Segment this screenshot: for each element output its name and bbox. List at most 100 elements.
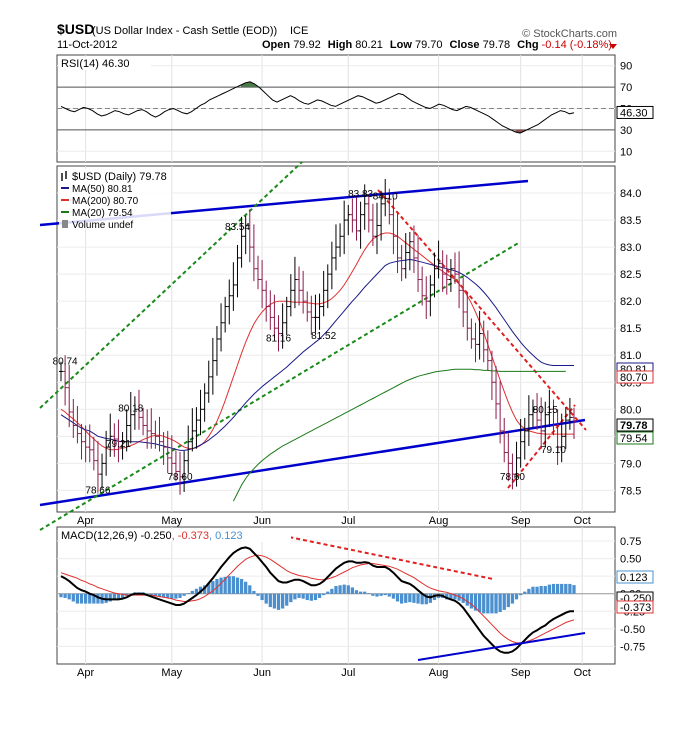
- macd-histogram-bar: [379, 593, 383, 596]
- macd-histogram-bar: [145, 593, 149, 595]
- macd-histogram-bar: [449, 593, 453, 600]
- macd-histogram-bar: [342, 584, 346, 594]
- price-annotation-0: 80.74: [53, 356, 78, 367]
- macd-month-label-2: Jun: [253, 667, 271, 679]
- price-month-label-5: Sep: [511, 515, 531, 527]
- macd-histogram-bar: [523, 591, 527, 594]
- price-value-box-2: [616, 418, 654, 432]
- macd-month-label-0: Apr: [77, 667, 94, 679]
- price-tick-label-6: 81.5: [620, 323, 641, 335]
- macd-histogram-bar: [170, 593, 174, 599]
- price-annotation-1: 80.18: [118, 404, 143, 415]
- rsi-label: RSI(14) 46.30: [61, 58, 129, 70]
- price-month-label-6: Oct: [574, 515, 591, 527]
- macd-right-label-0: 0.123: [620, 572, 648, 584]
- macd-histogram-bar: [535, 586, 539, 594]
- ma200-line: [60, 232, 574, 451]
- macd-histogram-bar: [408, 593, 412, 603]
- rsi-tick-label-3: 70: [620, 82, 632, 94]
- low-value: 79.70: [415, 39, 443, 51]
- red-downtrend-line: [377, 189, 587, 431]
- macd-histogram-bar: [215, 578, 219, 594]
- chg-value: -0.14 (-0.18%): [542, 39, 612, 51]
- price-legend-entry-2: MA(200) 80.70: [72, 196, 139, 207]
- price-annotation-8: 83.83: [348, 189, 373, 200]
- macd-histogram-bar: [268, 593, 272, 608]
- price-annotation-9: 84.10: [373, 192, 398, 203]
- macd-histogram-bar: [424, 593, 428, 605]
- price-tick-label-3: 80.0: [620, 404, 641, 416]
- low-label: Low: [390, 39, 412, 51]
- macd-histogram-bar: [289, 593, 293, 603]
- price-month-label-4: Aug: [429, 515, 449, 527]
- upper-green-trendline: [39, 161, 303, 409]
- macd-histogram-bar: [219, 577, 223, 594]
- price-tick-label-5: 81.0: [620, 350, 641, 362]
- macd-histogram-bar: [272, 593, 277, 609]
- macd-histogram-bar: [547, 584, 552, 594]
- chg-label: Chg: [517, 39, 538, 51]
- price-tick-label-9: 83.0: [620, 242, 641, 254]
- macd-histogram-bar: [260, 593, 264, 601]
- close-label: Close: [450, 39, 480, 51]
- rsi-tick-label-4: 90: [620, 61, 632, 73]
- lower-green-trendline: [39, 241, 521, 531]
- macd-histogram-bar: [322, 593, 326, 596]
- macd-histogram-bar: [211, 581, 215, 594]
- price-panel: 78.579.079.580.080.581.081.582.082.583.0…: [39, 161, 654, 531]
- macd-histogram-bar: [564, 583, 568, 594]
- macd-histogram-bar: [531, 586, 535, 594]
- macd-histogram-bar: [543, 586, 547, 594]
- macd-histogram-bar: [568, 583, 572, 594]
- macd-histogram-bar: [157, 593, 162, 597]
- macd-histogram-bar: [519, 593, 523, 596]
- macd-histogram-bar: [482, 593, 486, 614]
- macd-histogram-bar: [161, 593, 166, 598]
- macd-label: MACD(12,26,9) -0.250, -0.373, 0.123: [61, 530, 243, 542]
- macd-histogram-bar: [96, 593, 100, 604]
- price-annotation-5: 83.54: [225, 222, 250, 233]
- macd-histogram-bar: [404, 593, 408, 603]
- price-right-label-2: 79.78: [620, 420, 648, 432]
- chart-date: 11-Oct-2012: [57, 39, 117, 51]
- macd-histogram-bar: [539, 586, 543, 594]
- macd-tick-label-0: -0.75: [620, 641, 645, 653]
- macd-histogram-bar: [560, 583, 564, 594]
- macd-histogram-bar: [67, 593, 71, 600]
- macd-label-part-1: , -0.373: [172, 530, 209, 542]
- macd-histogram-bar: [313, 593, 318, 601]
- macd-histogram-bar: [473, 593, 478, 611]
- macd-histogram-bar: [280, 593, 285, 609]
- macd-histogram-bar: [391, 593, 396, 599]
- macd-histogram-bar: [129, 593, 133, 595]
- macd-histogram-bar: [276, 593, 281, 610]
- macd-right-label-2: -0.373: [620, 602, 651, 614]
- price-value-box-1: [616, 370, 654, 384]
- macd-histogram-bar: [457, 593, 461, 601]
- price-tick-label-0: 78.5: [620, 485, 641, 497]
- price-legend-entry-3: MA(20) 79.54: [72, 208, 133, 219]
- price-month-label-0: Apr: [77, 515, 94, 527]
- macd-histogram-bar: [346, 585, 350, 594]
- open-label: Open: [262, 39, 290, 51]
- price-legend-entry-0: $USD (Daily) 79.78: [72, 171, 167, 183]
- macd-histogram-bar: [223, 576, 227, 594]
- macd-histogram-bar: [477, 593, 482, 613]
- red-rising-wedge-line: [507, 404, 576, 489]
- macd-histogram-bar: [395, 593, 400, 602]
- macd-histogram-bar: [465, 593, 469, 606]
- macd-histogram-bar: [83, 593, 88, 604]
- rsi-value-box: [616, 105, 654, 119]
- macd-histogram-bar: [363, 591, 367, 594]
- price-legend-entry-1: MA(50) 80.81: [72, 184, 133, 195]
- macd-histogram-bar: [252, 590, 256, 594]
- macd-label-part-2: , 0.123: [209, 530, 243, 542]
- macd-histogram-bar: [92, 593, 96, 604]
- macd-red-trendline: [254, 529, 494, 580]
- macd-histogram-bar: [174, 593, 178, 599]
- macd-panel: -0.75-0.50-0.250.000.250.500.75MACD(12,2…: [56, 526, 654, 679]
- macd-line: [60, 546, 574, 654]
- macd-tick-label-1: -0.50: [620, 624, 645, 636]
